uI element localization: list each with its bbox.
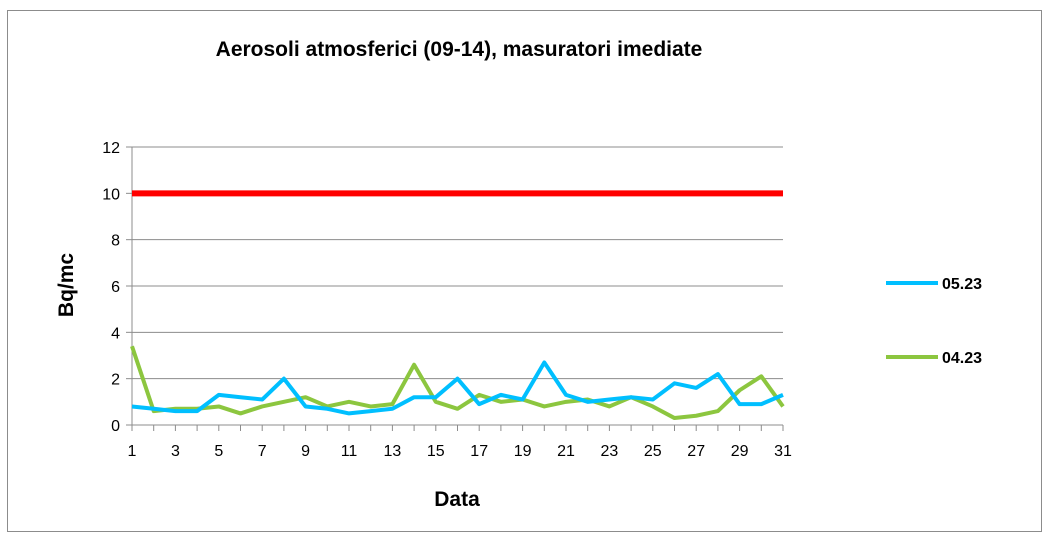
legend-label: 04.23	[942, 350, 982, 367]
x-tick-label: 15	[427, 443, 445, 460]
x-tick-label: 23	[601, 443, 619, 460]
y-tick-label: 0	[111, 418, 120, 435]
y-tick-label: 4	[111, 325, 120, 342]
x-tick-label: 9	[301, 443, 310, 460]
series-lines	[130, 345, 785, 421]
x-tick-label: 1	[128, 443, 137, 460]
x-tick-label: 13	[384, 443, 402, 460]
y-tick-label: 12	[102, 140, 120, 157]
y-tick-label: 2	[111, 372, 120, 389]
x-tick-label: 5	[214, 443, 223, 460]
y-axis-ticks: 0 2 4 6 8 10 12	[102, 140, 132, 435]
x-tick-label: 7	[258, 443, 267, 460]
legend-label: 05.23	[942, 276, 982, 293]
gridlines	[132, 146, 783, 380]
x-axis-ticks: 1 3 5 7 9 11 13 15 17 19 21 23 25 27 29 31	[128, 425, 792, 460]
x-tick-label: 25	[644, 443, 662, 460]
series-line-05.23	[131, 360, 784, 416]
y-tick-label: 6	[111, 279, 120, 296]
x-tick-label: 17	[470, 443, 488, 460]
x-axis-title: Data	[434, 488, 480, 511]
x-tick-label: 19	[514, 443, 532, 460]
x-tick-label: 21	[557, 443, 575, 460]
x-tick-label: 3	[171, 443, 180, 460]
y-tick-label: 8	[111, 233, 120, 250]
legend: 05.23 04.23	[886, 276, 982, 367]
chart-frame	[7, 10, 1042, 532]
x-tick-label: 11	[341, 443, 358, 460]
y-tick-label: 10	[102, 186, 120, 203]
x-tick-label: 31	[774, 443, 792, 460]
x-tick-label: 27	[687, 443, 705, 460]
series-line-04.23	[130, 345, 785, 421]
y-axis-title: Bq/mc	[55, 253, 78, 318]
chart-title: Aerosoli atmosferici (09-14), masuratori…	[216, 38, 703, 61]
x-tick-label: 29	[731, 443, 749, 460]
